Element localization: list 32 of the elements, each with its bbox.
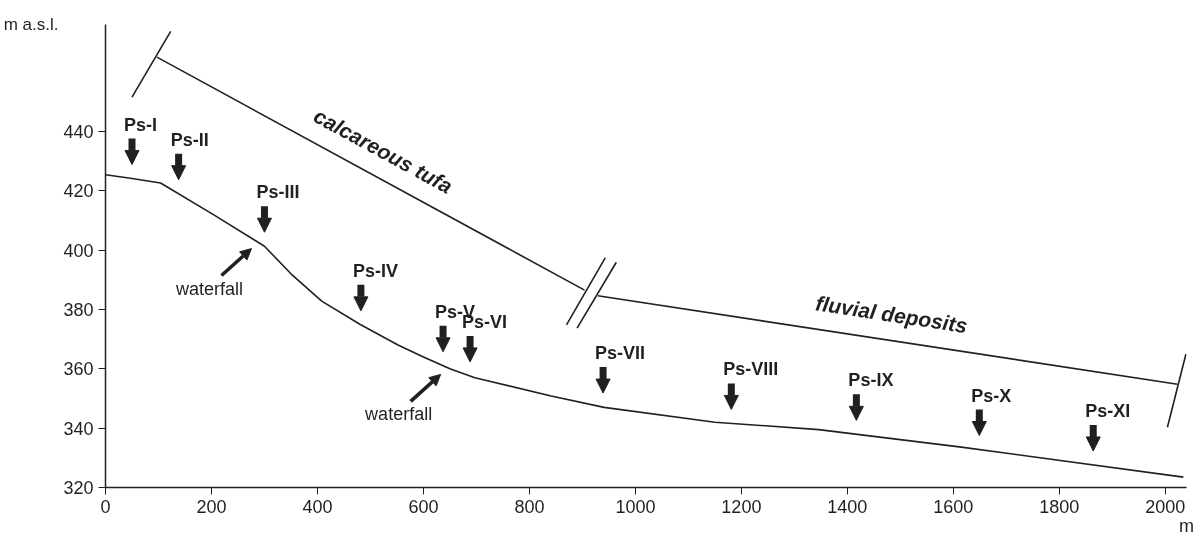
x-tick-label: 1800 <box>1039 496 1080 517</box>
annotation: Ps-I <box>124 114 158 135</box>
x-tick-label: 200 <box>196 496 227 517</box>
annotation: Ps-IX <box>848 370 894 391</box>
y-tick-label: 440 <box>63 121 94 142</box>
annotation: waterfall <box>364 404 433 425</box>
x-tick-label: 1600 <box>933 496 974 517</box>
x-tick-label: 1400 <box>827 496 868 517</box>
y-tick-label: 400 <box>63 240 94 261</box>
annotation: Ps-III <box>256 182 300 203</box>
text: fluvial deposits <box>814 291 969 338</box>
x-tick-label: 1000 <box>615 496 656 517</box>
x-tick-label: 800 <box>514 496 545 517</box>
y-tick-label: 360 <box>63 359 94 380</box>
annotation: waterfall <box>174 278 243 299</box>
annotation: Ps-IV <box>352 260 398 281</box>
x-tick-label: 0 <box>100 496 111 517</box>
annotation: Ps-X <box>971 385 1012 406</box>
x-tick-label: 1200 <box>721 496 762 517</box>
annotation: Ps-XI <box>1085 400 1131 421</box>
x-tick-label: 2000 <box>1145 496 1186 517</box>
x-tick-label: 400 <box>302 496 333 517</box>
annotation: Ps-II <box>170 129 209 150</box>
y-tick-label: 340 <box>63 418 94 439</box>
x-tick-label: 600 <box>408 496 439 517</box>
y-tick-label: 320 <box>63 478 94 498</box>
annotation: Ps-VII <box>595 343 646 364</box>
x-axis-title: m <box>1179 515 1194 536</box>
y-axis-title: m a.s.l. <box>3 15 59 34</box>
y-tick-label: 420 <box>63 181 94 202</box>
y-tick-label: 380 <box>63 299 94 320</box>
annotation: Ps-VIII <box>723 359 779 380</box>
